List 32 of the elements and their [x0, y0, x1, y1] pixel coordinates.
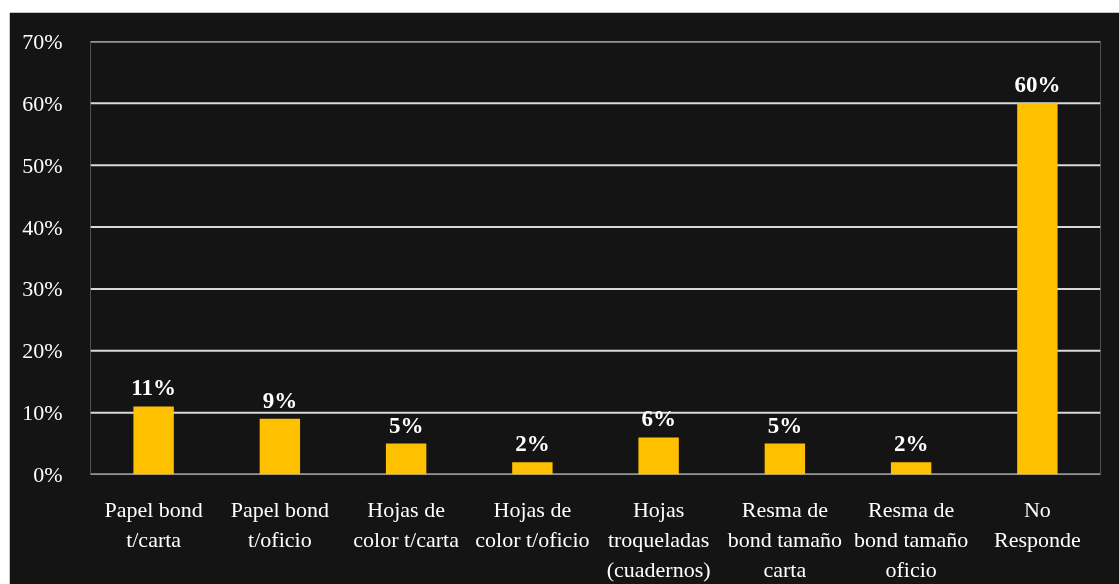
- y-tick-label: 10%: [22, 400, 63, 426]
- data-label: 9%: [262, 387, 298, 413]
- y-tick-label: 20%: [22, 338, 63, 364]
- y-tick-label: 70%: [22, 29, 63, 54]
- x-tick-label: Papel bond t/carta: [104, 496, 203, 552]
- bar: [764, 443, 806, 475]
- bar: [133, 406, 174, 475]
- data-label: 5%: [388, 412, 424, 438]
- y-tick-label: 50%: [22, 152, 63, 178]
- x-tick-label: Hojas troqueladas (cuadernos): [606, 496, 711, 582]
- y-tick-label: 30%: [22, 276, 63, 302]
- x-tick-label: Papel bond t/oficio: [230, 496, 330, 552]
- x-tick-label: Hojas de color t/carta: [353, 496, 460, 552]
- y-tick-label: 40%: [22, 214, 63, 240]
- bar: [512, 462, 553, 475]
- bar: [890, 462, 932, 475]
- data-label: 5%: [767, 412, 803, 438]
- data-label: 6%: [641, 406, 676, 432]
- data-label: 11%: [131, 375, 176, 401]
- x-tick-label: Resma de bond tamaño oficio: [854, 496, 969, 582]
- bar: [385, 443, 427, 475]
- data-label: 2%: [515, 431, 550, 457]
- y-tick-label: 0%: [33, 462, 63, 487]
- x-tick-label: No Responde: [993, 496, 1081, 552]
- data-label: 2%: [893, 431, 929, 457]
- bar: [1017, 103, 1058, 475]
- x-tick-label: Hojas de color t/oficio: [475, 496, 590, 552]
- y-tick-label: 60%: [22, 90, 63, 116]
- x-tick-label: Resma de bond tamaño carta: [727, 496, 843, 582]
- bar: [638, 437, 679, 475]
- data-label: 60%: [1014, 72, 1061, 98]
- bar: [259, 418, 301, 475]
